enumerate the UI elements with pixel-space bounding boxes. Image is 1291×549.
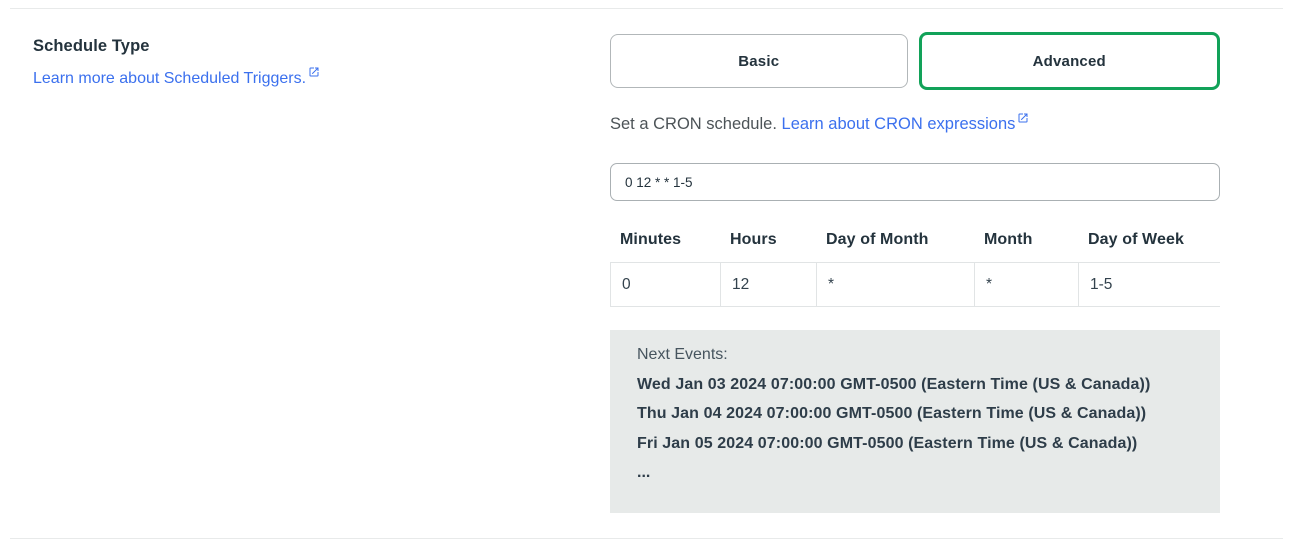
schedule-type-title: Schedule Type [33,37,150,55]
external-link-icon [308,66,320,78]
column-header-hours: Hours [730,231,777,248]
column-header-day-of-week: Day of Week [1088,231,1184,248]
cron-description-text: Set a CRON schedule. [610,115,777,133]
top-divider [10,8,1283,9]
cron-expressions-link-label: Learn about CRON expressions [781,115,1016,133]
next-event-item: Fri Jan 05 2024 07:00:00 GMT-0500 (Easte… [637,434,1138,452]
schedule-config-column: Basic Advanced Set a CRON schedule. Lear… [610,32,1221,513]
advanced-button[interactable]: Advanced [918,32,1220,90]
cell-day-of-month-value: * [817,263,975,306]
learn-more-link-label: Learn more about Scheduled Triggers. [33,70,307,87]
cron-expression-input[interactable] [610,163,1220,201]
cell-hours-value: 12 [721,263,817,306]
next-events-box: Next Events: Wed Jan 03 2024 07:00:00 GM… [610,330,1220,513]
column-header-month: Month [984,231,1033,248]
next-event-item: Thu Jan 04 2024 07:00:00 GMT-0500 (Easte… [637,405,1147,422]
cron-table-value-row: 0 12 * * 1-5 [610,262,1221,307]
cell-month-value: * [975,263,1079,306]
next-events-label: Next Events: [637,346,728,363]
bottom-divider [10,538,1283,539]
column-header-minutes: Minutes [620,231,682,248]
external-link-icon [1017,112,1029,124]
next-events-ellipsis: ... [637,464,651,481]
column-header-day-of-month: Day of Month [826,231,929,248]
schedule-type-label-column: Schedule Type Learn more about Scheduled… [33,32,610,513]
schedule-mode-toggle: Basic Advanced [610,32,1220,90]
learn-more-link[interactable]: Learn more about Scheduled Triggers. [33,67,320,88]
cron-description-row: Set a CRON schedule. Learn about CRON ex… [610,112,1220,134]
cell-minutes-value: 0 [611,263,721,306]
cron-table-header-row: Minutes Hours Day of Month Month Day of … [610,231,1220,262]
schedule-type-section: Schedule Type Learn more about Scheduled… [0,8,1291,513]
cell-day-of-week-value: 1-5 [1079,263,1221,306]
next-event-item: Wed Jan 03 2024 07:00:00 GMT-0500 (Easte… [637,375,1151,393]
basic-button[interactable]: Basic [610,34,908,88]
cron-breakdown-table: Minutes Hours Day of Month Month Day of … [610,231,1221,307]
cron-expressions-link[interactable]: Learn about CRON expressions [781,112,1030,133]
